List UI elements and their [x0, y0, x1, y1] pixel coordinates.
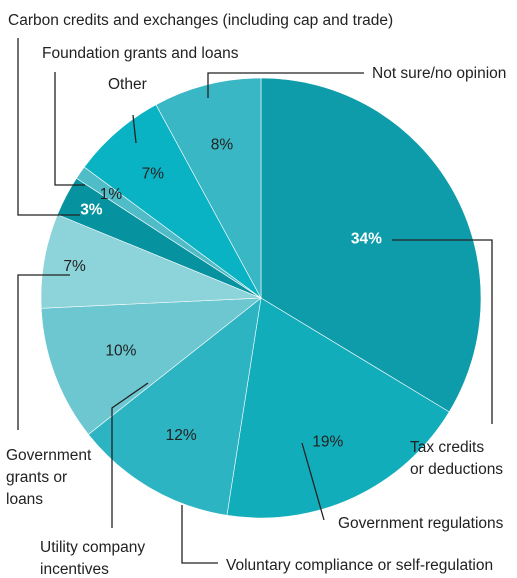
category-label-tax-credits-or-deductions: or deductions	[410, 461, 503, 478]
pie-slices	[40, 77, 482, 519]
category-label-other: Other	[108, 76, 147, 93]
category-label-government-regulations: Government regulations	[338, 515, 504, 532]
category-label-utility-company-incentives: Utility company	[40, 539, 145, 556]
value-label-carbon-credits-and-exchanges-including-cap-and-trade: 3%	[80, 201, 103, 218]
leader-lines	[17, 38, 493, 564]
category-label-foundation-grants-and-loans: Foundation grants and loans	[42, 45, 239, 62]
value-label-voluntary-compliance-or-self-regulation: 12%	[166, 427, 197, 444]
leader-line-foundation-grants-and-loans	[54, 72, 85, 186]
leader-line-other	[132, 114, 137, 144]
category-label-government-grants-or-loans: Government	[6, 447, 92, 464]
pie-slice-not-sure-no-opinion	[155, 77, 262, 299]
pie-slice-tax-credits-or-deductions	[260, 77, 482, 413]
leader-line-voluntary-compliance-or-self-regulation	[181, 505, 218, 564]
category-label-government-grants-or-loans: loans	[6, 491, 43, 508]
category-label-carbon-credits-and-exchanges-including-cap-and-trade: Carbon credits and exchanges (including …	[8, 12, 393, 29]
pie-slice-government-regulations	[226, 297, 450, 519]
leader-line-not-sure-no-opinion	[207, 72, 364, 98]
leader-line-government-grants-or-loans	[17, 274, 70, 430]
value-label-tax-credits-or-deductions: 34%	[351, 231, 382, 248]
value-label-government-grants-or-loans: 7%	[63, 258, 86, 275]
leader-line-tax-credits-or-deductions	[392, 239, 493, 424]
leader-line-carbon-credits-and-exchanges-including-cap-and-trade	[17, 38, 80, 216]
category-label-voluntary-compliance-or-self-regulation: Voluntary compliance or self-regulation	[226, 557, 493, 574]
category-label-not-sure-no-opinion: Not sure/no opinion	[372, 65, 506, 82]
pie-slice-voluntary-compliance-or-self-regulation	[87, 297, 262, 516]
pie-slice-utility-company-incentives	[40, 297, 262, 435]
value-label-government-regulations: 19%	[312, 434, 343, 451]
leader-line-utility-company-incentives	[111, 382, 149, 528]
value-label-foundation-grants-and-loans: 1%	[100, 186, 123, 203]
value-label-utility-company-incentives: 10%	[105, 342, 136, 359]
value-label-not-sure-no-opinion: 8%	[211, 137, 234, 154]
category-label-utility-company-incentives: incentives	[40, 561, 109, 578]
pie-labels: 34% Tax credits or deductions 19% Government…	[6, 12, 506, 578]
leader-line-government-regulations	[301, 442, 325, 521]
value-label-other: 7%	[142, 166, 165, 183]
category-label-government-grants-or-loans: grants or	[6, 469, 67, 486]
category-label-tax-credits-or-deductions: Tax credits	[410, 439, 484, 456]
